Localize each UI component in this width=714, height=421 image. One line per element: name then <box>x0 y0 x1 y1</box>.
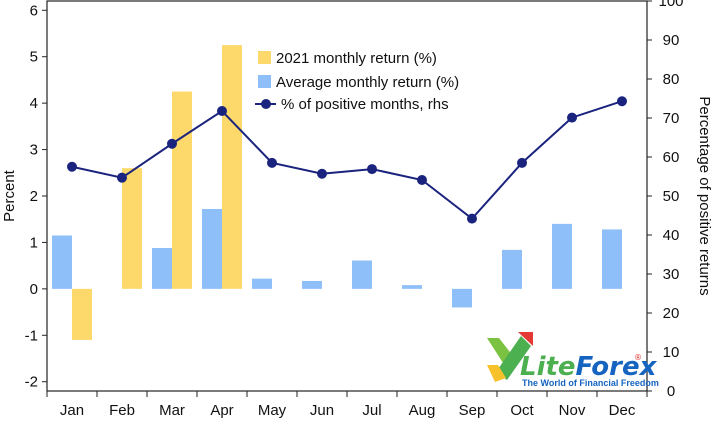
y-tick-label: -2 <box>25 374 38 391</box>
bar-average-jan <box>52 235 72 289</box>
x-tick-label: Jul <box>362 402 381 419</box>
bar-average-aug <box>402 285 422 289</box>
bar-average-may <box>252 278 272 289</box>
bar-2021-jan <box>72 288 92 340</box>
point-positive-months-aug <box>417 175 427 186</box>
bars-layer <box>52 45 622 340</box>
x-tick-label: May <box>258 402 287 419</box>
legend-swatch-2021 <box>258 51 271 64</box>
x-tick-label: Sep <box>459 402 486 419</box>
y-tick-label: 5 <box>30 49 38 66</box>
y2-tick-label: 20 <box>663 305 680 322</box>
x-tick-label: Oct <box>510 402 534 419</box>
legend-label-2021: 2021 monthly return (%) <box>276 50 437 67</box>
bar-average-jul <box>352 260 372 289</box>
x-tick-label: Nov <box>559 402 586 419</box>
liteforex-logo: LiteForex ® The World of Financial Freed… <box>487 332 659 388</box>
bar-average-dec <box>602 229 622 289</box>
line-layer <box>67 96 627 224</box>
legend-label-positive-months: % of positive months, rhs <box>281 96 449 113</box>
y2-tick-label: 0 <box>667 383 675 400</box>
y2-tick-label: 80 <box>663 71 680 88</box>
bar-average-apr <box>202 209 222 289</box>
x-axis-ticks: Jan Feb Mar Apr May Jun Jul Aug Sep Oct Nov Dec <box>46 391 648 419</box>
y2-tick-label: 100 <box>658 0 683 10</box>
point-positive-months-jun <box>317 168 327 179</box>
logo-tagline: The World of Financial Freedom <box>522 378 659 388</box>
point-positive-months-jul <box>367 164 377 175</box>
point-positive-months-apr <box>217 105 227 116</box>
bar-average-jun <box>302 280 322 289</box>
y2-tick-label: 90 <box>663 32 680 49</box>
y2-tick-label: 10 <box>663 344 680 361</box>
bar-average-oct <box>502 249 522 289</box>
y-tick-label: 0 <box>30 281 38 298</box>
bar-2021-feb <box>122 168 142 289</box>
y-axis-ticks: -2 -1 0 1 2 3 4 5 6 <box>25 2 47 391</box>
y-tick-label: 6 <box>30 2 38 19</box>
y2-axis-title: Percentage of positive returns <box>696 96 713 295</box>
x-tick-label: Jan <box>60 402 84 419</box>
x-tick-label: Mar <box>159 402 185 419</box>
x-tick-label: Jun <box>310 402 334 419</box>
y-tick-label: 1 <box>30 234 38 251</box>
x-tick-label: Dec <box>609 402 636 419</box>
y2-tick-label: 50 <box>663 188 680 205</box>
bar-average-sep <box>452 288 472 308</box>
bar-average-mar <box>152 248 172 289</box>
y2-axis-ticks: 0 10 20 30 40 50 60 70 80 90 100 <box>647 0 684 400</box>
line-positive-months <box>71 100 623 220</box>
logo-mark-icon <box>487 332 533 382</box>
legend-marker-positive-months <box>261 99 271 109</box>
point-positive-months-dec <box>617 96 627 107</box>
point-positive-months-mar <box>167 138 177 149</box>
point-positive-months-oct <box>517 157 527 168</box>
logo-registered-mark: ® <box>634 353 642 362</box>
legend-swatch-average <box>258 75 271 88</box>
point-positive-months-nov <box>567 112 577 123</box>
x-tick-label: Apr <box>210 402 233 419</box>
bar-average-nov <box>552 223 572 289</box>
bar-2021-apr <box>222 45 242 289</box>
y2-tick-label: 60 <box>663 149 680 166</box>
y2-tick-label: 70 <box>663 110 680 127</box>
y2-tick-label: 40 <box>663 227 680 244</box>
bar-2021-mar <box>172 91 192 289</box>
y-tick-label: 3 <box>30 142 38 159</box>
point-positive-months-sep <box>467 213 477 224</box>
legend: 2021 monthly return (%) Average monthly … <box>255 50 459 113</box>
logo-wordmark: LiteForex <box>520 352 658 382</box>
point-positive-months-may <box>267 157 277 168</box>
point-positive-months-jan <box>67 161 77 172</box>
y-tick-label: -1 <box>25 327 38 344</box>
y-tick-label: 2 <box>30 188 38 205</box>
x-tick-label: Feb <box>109 402 135 419</box>
y2-tick-label: 30 <box>663 266 680 283</box>
y-tick-label: 4 <box>30 95 38 112</box>
y-axis-title: Percent <box>1 169 18 222</box>
x-tick-label: Aug <box>409 402 436 419</box>
point-positive-months-feb <box>117 172 127 183</box>
legend-label-average: Average monthly return (%) <box>276 74 459 91</box>
